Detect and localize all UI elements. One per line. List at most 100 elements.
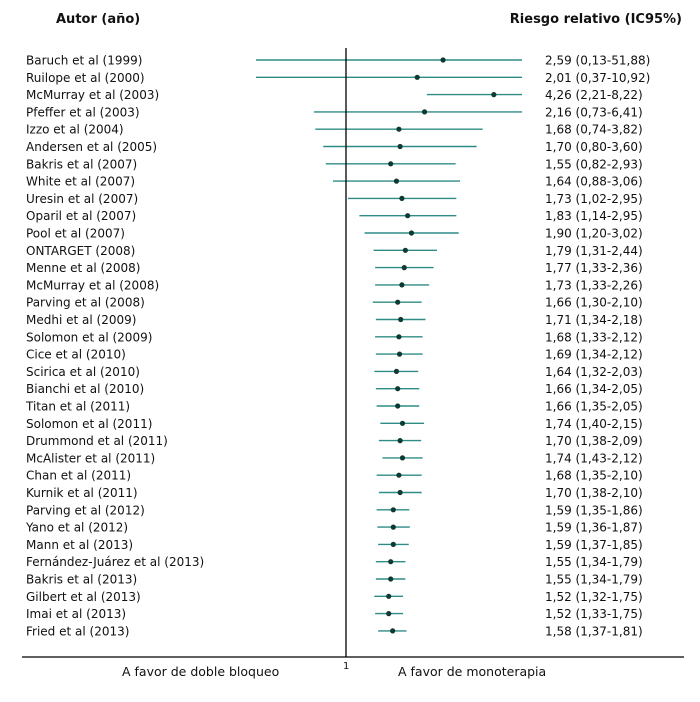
- point-estimate: [399, 195, 405, 201]
- risk-value: 2,16 (0,73-6,41): [545, 105, 643, 119]
- forest-row: Titan et al (2011) 1,66 (1,35-2,05): [25, 400, 643, 414]
- risk-value: 1,79 (1,31-2,44): [545, 244, 643, 258]
- forest-row: Medhi et al (2009) 1,71 (1,34-2,18): [26, 313, 643, 327]
- study-label: Bakris et al (2007): [26, 157, 137, 171]
- risk-value: 1,69 (1,34-2,12): [545, 348, 643, 362]
- point-estimate: [401, 265, 407, 271]
- study-label: McMurray et al (2003): [26, 88, 159, 102]
- risk-value: 1,64 (0,88-3,06): [545, 175, 643, 189]
- point-estimate: [393, 368, 400, 374]
- risk-value: 1,68 (1,35-2,10): [545, 469, 643, 483]
- risk-value: 1,55 (0,82-2,93): [545, 157, 643, 171]
- point-estimate: [399, 420, 406, 426]
- header-author: Autor (año): [56, 12, 141, 27]
- point-estimate: [408, 230, 415, 236]
- study-label: Mann et al (2013): [26, 538, 133, 552]
- point-estimate: [397, 489, 403, 496]
- study-label: Scirica et al (2010): [26, 365, 140, 379]
- point-estimate: [396, 472, 402, 478]
- study-label: Chan et al (2011): [26, 469, 131, 483]
- forest-row: Izzo et al (2004) 1,68 (0,74-3,82): [26, 123, 643, 137]
- study-label: Parving et al (2012): [26, 503, 145, 517]
- forest-row: Menne et al (2008) 1,77 (1,33-2,36): [26, 261, 643, 275]
- study-label: Menne et al (2008): [26, 261, 140, 275]
- study-label: Oparil et al (2007): [26, 209, 136, 223]
- point-estimate: [390, 507, 396, 513]
- forest-row: Mann et al (2013) 1,59 (1,37-1,85): [26, 538, 643, 552]
- risk-value: 2,01 (0,37-10,92): [545, 71, 650, 85]
- risk-value: 1,73 (1,33-2,26): [545, 278, 643, 292]
- forest-row: Fernández-Juárez et al (2013) 1,55 (1,34-…: [26, 555, 643, 569]
- forest-row: Andersen et al (2005) 1,70 (0,80-3,60): [26, 140, 643, 154]
- forest-row: Solomon et al (2011) 1,74 (1,40-2,15): [26, 417, 643, 431]
- risk-value: 1,70 (1,38-2,10): [545, 486, 643, 500]
- point-estimate: [399, 455, 406, 461]
- risk-value: 1,70 (0,80-3,60): [545, 140, 643, 154]
- forest-row: Ruilope et al (2000) 2,01 (0,37-10,92): [26, 71, 650, 85]
- study-label: Imai et al (2013): [26, 607, 126, 621]
- risk-value: 1,74 (1,43-2,12): [545, 451, 643, 465]
- risk-value: 1,68 (0,74-3,82): [545, 123, 643, 137]
- point-estimate: [397, 438, 403, 444]
- point-estimate: [396, 351, 403, 357]
- point-estimate: [390, 524, 396, 530]
- risk-value: 1,59 (1,36-1,87): [545, 521, 643, 535]
- risk-value: 1,55 (1,34-1,79): [545, 555, 643, 569]
- forest-row: Baruch et al (1999) 2,59 (0,13-51,88): [26, 54, 650, 68]
- risk-value: 1,55 (1,34-1,79): [545, 573, 643, 587]
- forest-row: Scirica et al (2010) 1,64 (1,32-2,03): [26, 365, 643, 379]
- point-estimate: [386, 593, 392, 599]
- forest-row: Oparil et al (2007) 1,83 (1,14-2,95): [26, 209, 643, 223]
- point-estimate: [386, 611, 392, 617]
- risk-value: 1,64 (1,32-2,03): [545, 365, 643, 379]
- risk-value: 1,59 (1,35-1,86): [545, 503, 643, 517]
- point-estimate: [399, 282, 405, 288]
- forest-row: McMurray et al (2008) 1,73 (1,33-2,26): [26, 278, 643, 292]
- forest-row: Pool et al (2007) 1,90 (1,20-3,02): [26, 227, 643, 241]
- forest-row: Parving et al (2012) 1,59 (1,35-1,86): [26, 503, 643, 517]
- forest-row: Uresin et al (2007) 1,73 (1,02-2,95): [26, 192, 643, 206]
- risk-value: 1,74 (1,40-2,15): [545, 417, 643, 431]
- study-label: Izzo et al (2004): [26, 123, 124, 137]
- forest-row: Fried et al (2013) 1,58 (1,37-1,81): [26, 624, 643, 638]
- point-estimate: [390, 628, 396, 634]
- footer-left: A favor de doble bloqueo: [122, 664, 280, 679]
- forest-row: McAlister et al (2011) 1,74 (1,43-2,12): [26, 451, 643, 465]
- point-estimate: [405, 213, 411, 219]
- forest-row: Bakris et al (2013) 1,55 (1,34-1,79): [26, 573, 643, 587]
- study-label: Parving et al (2008): [26, 296, 145, 310]
- forest-row: Gilbert et al (2013) 1,52 (1,32-1,75): [26, 590, 643, 604]
- point-estimate: [396, 334, 402, 340]
- forest-row: Drummond et al (2011) 1,70 (1,38-2,09): [26, 434, 643, 448]
- forest-row: Bianchi et al (2010) 1,66 (1,34-2,05): [26, 382, 643, 396]
- point-estimate: [388, 161, 394, 167]
- study-label: Bianchi et al (2010): [26, 382, 144, 396]
- study-label: Gilbert et al (2013): [26, 590, 141, 604]
- study-label: McMurray et al (2008): [26, 278, 159, 292]
- point-estimate: [421, 109, 428, 115]
- point-estimate: [388, 576, 394, 582]
- risk-value: 1,71 (1,34-2,18): [545, 313, 643, 327]
- point-estimate: [390, 541, 396, 548]
- risk-value: 1,68 (1,33-2,12): [545, 330, 643, 344]
- point-estimate: [393, 178, 400, 184]
- point-estimate: [395, 403, 401, 409]
- study-label: Uresin et al (2007): [26, 192, 138, 206]
- point-estimate: [491, 92, 497, 98]
- risk-value: 1,59 (1,37-1,85): [545, 538, 643, 552]
- study-label: Pfeffer et al (2003): [26, 105, 140, 119]
- study-label: Bakris et al (2013): [26, 573, 137, 587]
- point-estimate: [402, 247, 408, 253]
- study-label: Ruilope et al (2000): [26, 71, 145, 85]
- study-label: Yano et al (2012): [25, 521, 128, 535]
- forest-row: Pfeffer et al (2003) 2,16 (0,73-6,41): [26, 105, 643, 119]
- risk-value: 1,77 (1,33-2,36): [545, 261, 643, 275]
- forest-row: Parving et al (2008) 1,66 (1,30-2,10): [26, 296, 643, 310]
- point-estimate: [440, 57, 446, 63]
- risk-value: 4,26 (2,21-8,22): [545, 88, 643, 102]
- study-label: Medhi et al (2009): [26, 313, 136, 327]
- point-estimate: [397, 143, 403, 150]
- risk-value: 1,73 (1,02-2,95): [545, 192, 643, 206]
- footer-right: A favor de monoterapia: [398, 664, 547, 679]
- risk-value: 1,58 (1,37-1,81): [545, 624, 643, 638]
